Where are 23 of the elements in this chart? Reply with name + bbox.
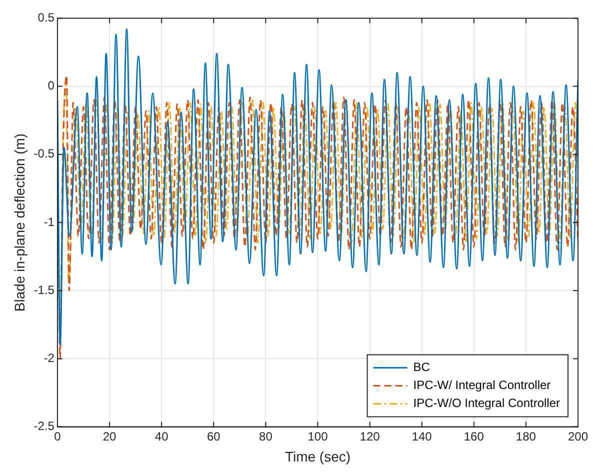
x-tick-label: 20 — [102, 429, 117, 444]
y-tick-label: -2 — [44, 351, 55, 366]
legend-label: IPC-W/O Integral Controller — [413, 396, 560, 410]
x-tick-label: 120 — [360, 429, 380, 444]
x-axis-title: Time (sec) — [284, 448, 351, 464]
legend-label: IPC-W/ Integral Controller — [413, 378, 551, 392]
y-tick-label: -0.5 — [34, 146, 55, 161]
y-tick-label: -1 — [44, 214, 55, 229]
x-tick-label: 180 — [516, 429, 536, 444]
y-tick-label: -1.5 — [34, 282, 55, 297]
y-axis-title: Blade in-plane deflection (m) — [11, 133, 28, 312]
x-tick-label: 140 — [412, 429, 432, 444]
x-tick-label: 60 — [206, 429, 221, 444]
x-tick-label: 100 — [308, 429, 328, 444]
x-tick-label: 40 — [154, 429, 169, 444]
y-tick-label: 0.5 — [38, 10, 55, 25]
x-tick-label: 80 — [259, 429, 273, 444]
y-tick-label: -2.5 — [34, 419, 55, 434]
y-tick-label: 0 — [48, 78, 55, 93]
x-tick-label: 160 — [464, 429, 484, 444]
x-tick-label: 200 — [568, 429, 588, 444]
line-series — [57, 28, 578, 346]
legend-label: BC — [413, 360, 430, 374]
